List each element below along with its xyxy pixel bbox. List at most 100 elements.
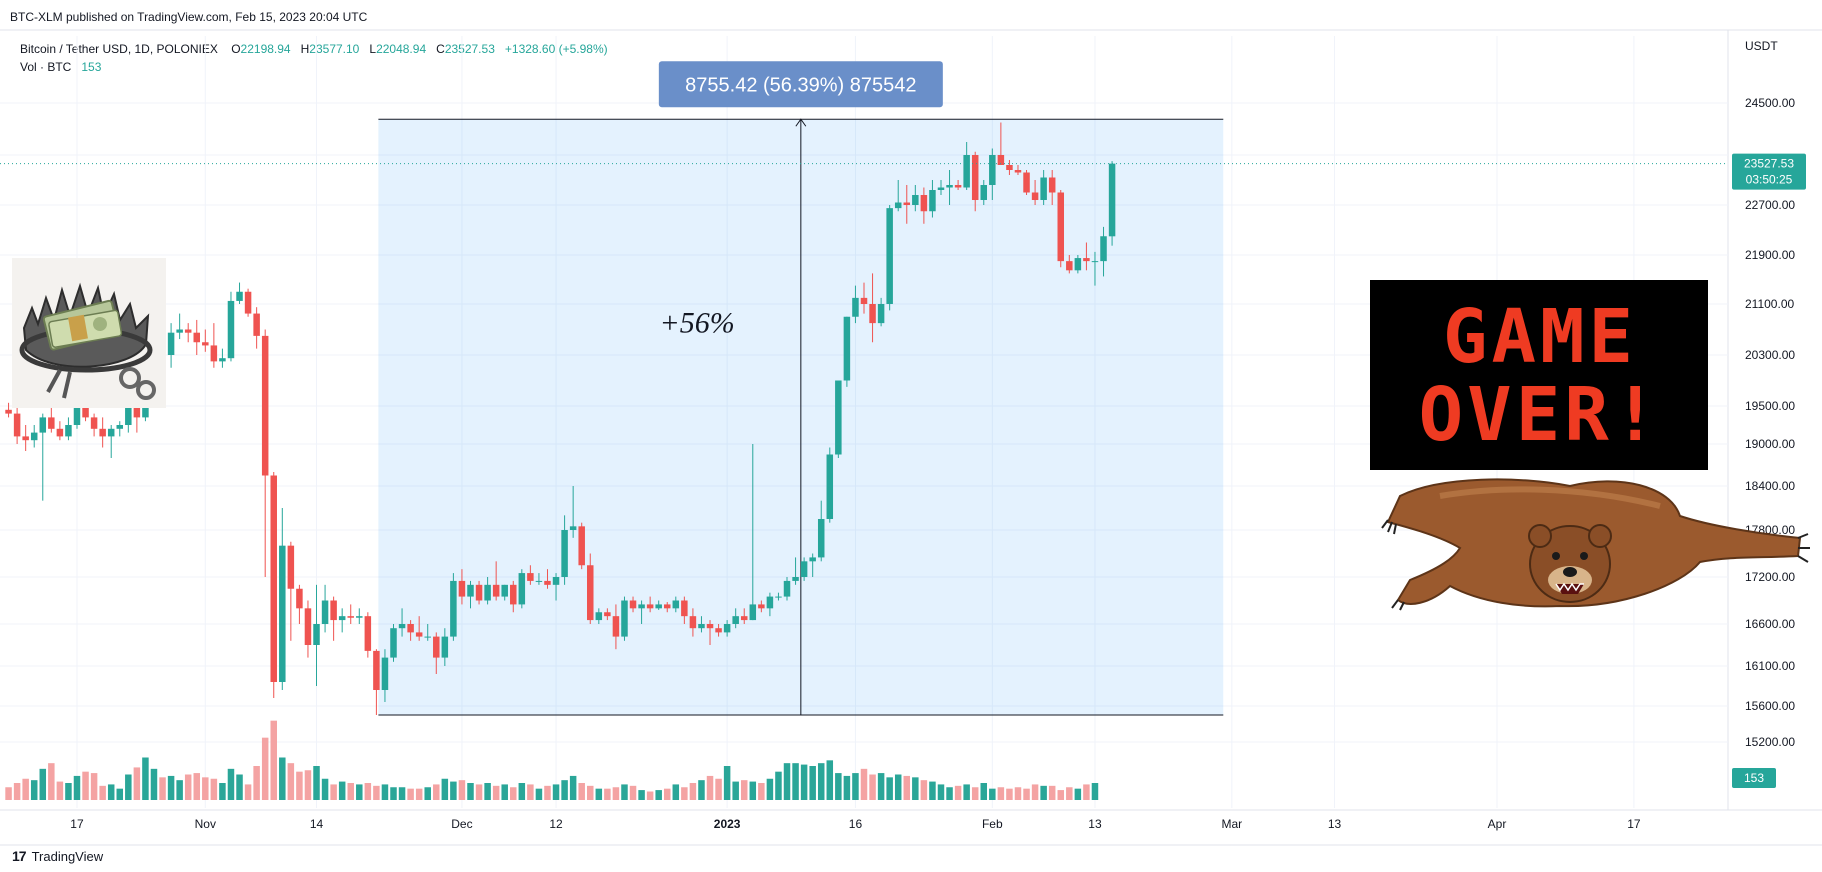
price-tick-label: 19500.00	[1745, 399, 1795, 413]
time-tick-label: 2023	[714, 817, 741, 831]
volume-bar	[1057, 790, 1065, 800]
game-over-text-line1: GAME	[1443, 294, 1637, 380]
candle-body	[672, 600, 680, 609]
volume-bar	[715, 778, 722, 800]
candle-body	[287, 545, 295, 589]
candle-body	[73, 402, 81, 425]
candle-body	[450, 580, 457, 637]
candle-body	[1091, 261, 1099, 263]
tradingview-logo-icon: 17	[12, 848, 27, 864]
candle-body	[681, 600, 688, 617]
candle-body	[963, 155, 970, 188]
volume-bar	[244, 784, 252, 800]
candle-body	[544, 580, 551, 585]
volume-bar	[22, 778, 29, 800]
volume-bar	[758, 783, 765, 800]
volume-bar	[475, 784, 483, 800]
legend-high-value: 23577.10	[309, 42, 360, 56]
legend-price-row: Bitcoin / Tether USD, 1D, POLONIEX O2219…	[20, 40, 608, 58]
candle-body	[698, 624, 705, 629]
candle-body	[535, 580, 543, 582]
candle-body	[193, 332, 201, 343]
volume-bar	[954, 785, 962, 800]
candle-body	[424, 636, 431, 638]
legend-volume-label[interactable]: Vol · BTC	[20, 60, 72, 74]
time-tick-label: 17	[70, 817, 84, 831]
legend-symbol[interactable]: Bitcoin / Tether USD, 1D, POLONIEX	[20, 42, 218, 56]
volume-bar	[125, 774, 132, 800]
volume-bar	[775, 771, 782, 800]
volume-bar	[732, 781, 739, 800]
legend-low-value: 22048.94	[376, 42, 427, 56]
candle-body	[279, 545, 286, 682]
candle-body	[321, 600, 329, 624]
candle-body	[578, 526, 585, 566]
candle-body	[48, 417, 55, 429]
volume-bar	[398, 787, 406, 800]
time-tick-label: Apr	[1488, 817, 1507, 831]
price-axis: USDT 24500.00 22700.00 21900.00 21100.00 203…	[1745, 39, 1795, 785]
volume-bar	[980, 783, 988, 800]
candle-body	[792, 577, 799, 581]
volume-bar	[852, 773, 859, 800]
game-over-banner: GAME OVER!	[1370, 280, 1708, 470]
tradingview-brand: TradingView	[31, 848, 104, 864]
candle-body	[877, 304, 885, 324]
candle-body	[1083, 258, 1090, 262]
legend-volume-value: 153	[81, 60, 102, 74]
candle-body	[510, 584, 517, 605]
candle-body	[552, 577, 560, 585]
last-price-marker: 23527.53 03:50:25 153	[0, 153, 1806, 788]
volume-bar	[133, 767, 141, 800]
candle-body	[732, 616, 739, 624]
candle-body	[253, 313, 260, 336]
volume-bar	[1014, 787, 1022, 800]
price-range-measurement[interactable]: 8755.42 (56.39%) 875542 +56%	[378, 61, 1224, 716]
candle-body	[843, 316, 851, 381]
volume-bar	[971, 787, 979, 800]
volume-bar	[629, 785, 637, 800]
volume-bar	[1074, 788, 1082, 800]
candle-body	[869, 304, 876, 324]
volume-bar	[886, 777, 893, 800]
time-axis: 17 Nov 14 Dec 12 2023 16 Feb 13 Mar 13 Apr 17	[70, 817, 1641, 831]
candle-body	[971, 155, 979, 200]
volume-bar	[621, 784, 628, 800]
tradingview-logo[interactable]: 17 TradingView	[12, 848, 103, 864]
candle-body	[946, 185, 953, 188]
volume-bar	[236, 774, 243, 800]
time-tick-label: Mar	[1222, 817, 1243, 831]
dollar-stack-icon	[42, 299, 123, 351]
time-tick-label: 17	[1627, 817, 1641, 831]
measurement-annotation: +56%	[659, 307, 734, 340]
candle-body	[689, 616, 697, 629]
candle-body	[1074, 258, 1082, 271]
volume-bar	[356, 784, 363, 800]
volume-bar	[424, 787, 431, 800]
candle-body	[826, 454, 834, 519]
volume-bar	[544, 785, 551, 800]
volume-bar	[261, 737, 269, 800]
volume-bar	[304, 770, 312, 800]
candle-body	[467, 584, 474, 597]
candle-body	[492, 584, 500, 597]
time-tick-label: 12	[549, 817, 563, 831]
volume-bar	[492, 785, 500, 800]
candle-body	[1100, 236, 1107, 262]
volume-bar	[672, 784, 680, 800]
price-tick-label: 16600.00	[1745, 617, 1795, 631]
price-tick-label: 15200.00	[1745, 735, 1795, 749]
volume-bar	[843, 775, 851, 800]
volume-bar	[184, 774, 192, 800]
candle-body	[90, 417, 98, 429]
volume-bar	[604, 788, 611, 800]
volume-bar	[338, 781, 346, 800]
candle-body	[1057, 192, 1065, 262]
volume-bar	[783, 763, 791, 800]
volume-bar	[766, 778, 774, 800]
candle-body	[356, 616, 363, 618]
candle-body	[116, 425, 124, 429]
price-tick-label: 19000.00	[1745, 437, 1795, 451]
candle-body	[663, 604, 671, 609]
